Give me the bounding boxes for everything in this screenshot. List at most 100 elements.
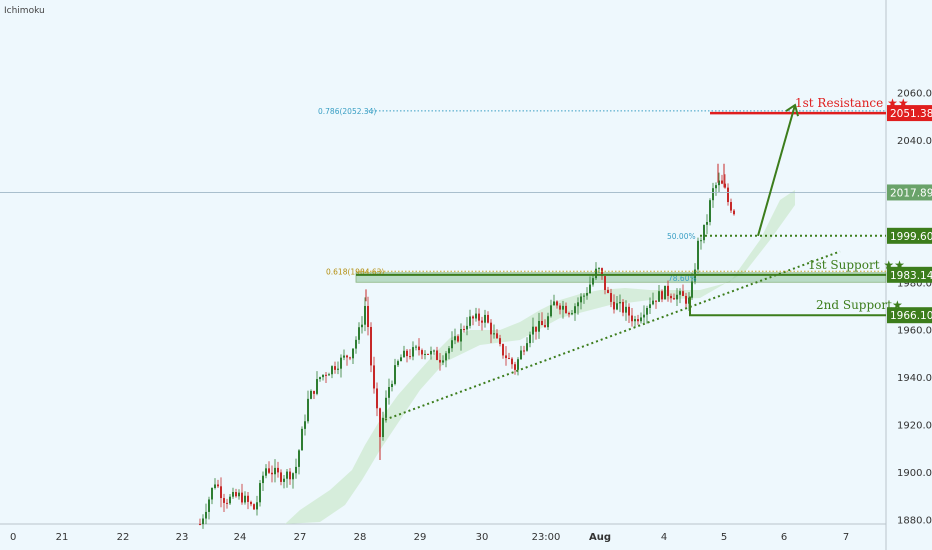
candle-body: [658, 291, 660, 302]
candle-body: [622, 302, 624, 313]
candle-body: [526, 343, 528, 351]
candle: [454, 328, 456, 345]
candle-body: [472, 316, 474, 319]
candle: [358, 322, 360, 344]
candle: [253, 503, 255, 510]
candle-body: [571, 313, 573, 315]
candle-body: [679, 291, 681, 295]
level-annotation-0: 1st Resistance ★★: [795, 96, 909, 110]
candle-body: [652, 300, 654, 305]
x-tick-label: 28: [354, 532, 367, 543]
candle-body: [418, 346, 420, 351]
candle: [610, 288, 612, 308]
candle: [229, 494, 231, 505]
candle-body: [217, 484, 219, 487]
candle-body: [466, 325, 468, 330]
candle: [313, 390, 315, 399]
candle: [298, 449, 300, 475]
candle-body: [385, 397, 387, 418]
candle: [637, 314, 639, 325]
candle: [661, 289, 663, 303]
candle: [709, 198, 711, 226]
candle: [628, 303, 630, 324]
x-tick-label: 21: [56, 532, 69, 543]
candle: [442, 355, 444, 366]
candle: [382, 411, 384, 441]
candle: [673, 293, 675, 300]
x-tick-label: Aug: [589, 532, 611, 543]
candle: [532, 317, 534, 343]
candle-body: [208, 499, 210, 512]
candle: [310, 389, 312, 400]
candle: [256, 495, 258, 516]
x-tick-label: 24: [234, 532, 247, 543]
candle: [244, 491, 246, 505]
candle-body: [577, 302, 579, 307]
candle-body: [403, 350, 405, 358]
candle-body: [637, 319, 639, 322]
candle: [295, 458, 297, 479]
candle: [676, 288, 678, 306]
candle: [322, 374, 324, 381]
y-tick-label: 1980.00: [897, 278, 932, 289]
candle: [613, 294, 615, 314]
projection-arrow-head: [785, 103, 799, 117]
candle-body: [664, 285, 666, 300]
candle: [667, 280, 669, 302]
candle-body: [643, 314, 645, 318]
candle-body: [697, 240, 699, 270]
candle: [526, 337, 528, 352]
candle: [451, 331, 453, 352]
candle: [646, 305, 648, 324]
candle-body: [280, 472, 282, 482]
candle-body: [646, 307, 648, 315]
candle: [283, 474, 285, 489]
ascending-trendline: [384, 250, 841, 421]
candle: [685, 292, 687, 309]
y-tick-label: 1940.00: [897, 373, 932, 384]
candle-body: [298, 450, 300, 467]
candle: [607, 286, 609, 294]
candle-body: [442, 360, 444, 363]
candle-body: [364, 305, 366, 325]
candle-body: [340, 357, 342, 369]
candle: [481, 316, 483, 331]
candle-body: [604, 276, 606, 290]
candle: [205, 503, 207, 525]
candle-body: [508, 358, 510, 360]
candle-body: [559, 305, 561, 310]
candle-body: [262, 475, 264, 484]
candle-body: [235, 492, 237, 497]
candle-body: [223, 498, 225, 503]
candle-body: [712, 188, 714, 201]
candle-body: [565, 305, 567, 314]
candle: [367, 296, 369, 336]
candle: [697, 237, 699, 274]
candle: [556, 300, 558, 309]
candle: [706, 214, 708, 235]
price-level-box-3: [887, 266, 932, 283]
candle: [220, 477, 222, 508]
x-tick-label: 5: [721, 532, 727, 543]
candle-body: [631, 315, 633, 322]
candle: [289, 468, 291, 485]
candle-body: [328, 374, 330, 376]
candle-body: [421, 350, 423, 355]
candle-body: [547, 316, 549, 328]
candle-body: [634, 319, 636, 322]
candle: [325, 372, 327, 384]
candle-body: [523, 350, 525, 352]
candle-body: [283, 478, 285, 482]
candle-body: [397, 361, 399, 366]
candle: [529, 331, 531, 348]
candle: [439, 353, 441, 371]
candle: [547, 312, 549, 331]
candle-body: [202, 518, 204, 525]
candle-body: [682, 291, 684, 296]
x-tick-label: 7: [843, 532, 849, 543]
candle: [361, 316, 363, 334]
candle-body: [319, 377, 321, 380]
candle-body: [532, 326, 534, 335]
